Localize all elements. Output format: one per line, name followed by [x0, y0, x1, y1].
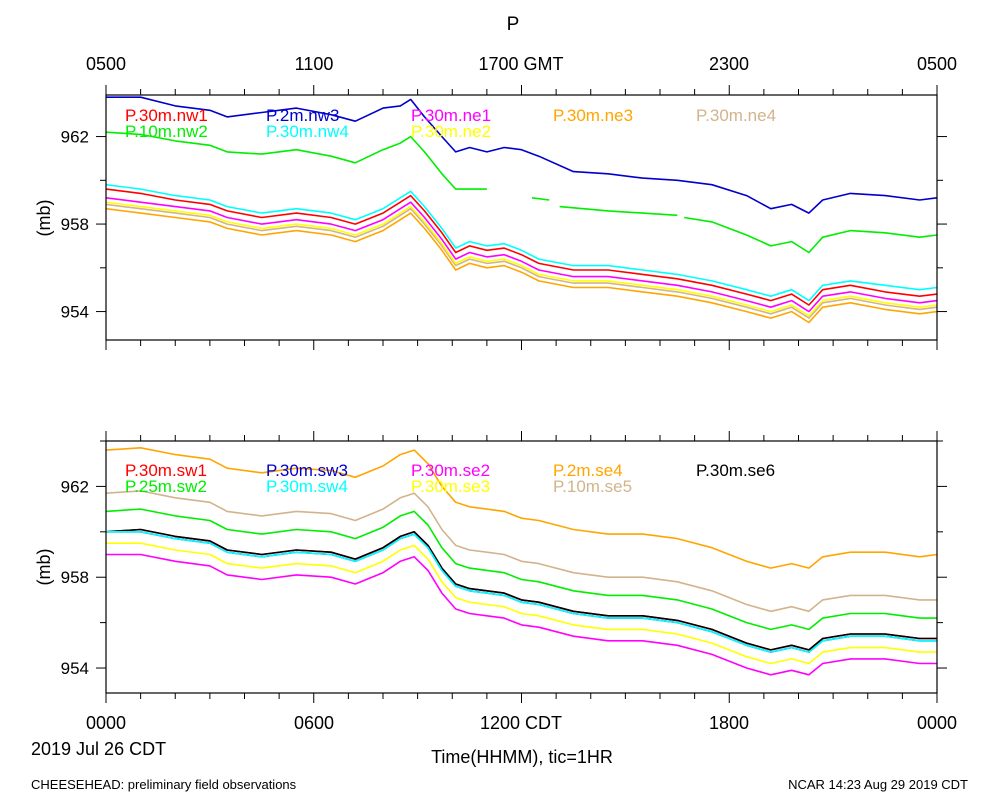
upper-plot-frame: [105, 94, 938, 341]
bottom-tick-label: 0000: [86, 713, 126, 733]
bottom-tick-label: 1200 CDT: [480, 713, 562, 733]
y-tick-label: 962: [61, 477, 89, 496]
y-tick-label: 958: [61, 215, 89, 234]
series-line-P-30m-se3: [106, 542, 937, 665]
series-line-P-30m-sw4: [106, 531, 937, 653]
y-tick-label: 962: [61, 128, 89, 147]
series-line-P-30m-se6: [105, 528, 937, 651]
bottom-axis: 0000 0600 1200 CDT 1800 0000 2019 Jul 26…: [31, 713, 957, 767]
legend-P-10m-se5: P.10m.se5: [553, 477, 632, 496]
upper-ylabel: (mb): [34, 200, 54, 237]
series-line-P-10m-se5: [105, 490, 937, 613]
series-line-P-30m-ne2: [105, 201, 938, 317]
series-line-P-2m-se4: [105, 447, 938, 569]
bottom-tick-label: 0000: [917, 713, 957, 733]
series-line-P-30m-sw1: [105, 528, 937, 651]
y-tick-label: 954: [61, 303, 89, 322]
upper-ytick-labels: 954 958 962: [61, 128, 89, 322]
series-line-P-30m-ne4: [105, 203, 938, 319]
lower-ylabel: (mb): [34, 549, 54, 586]
legend-P-30m-ne1: P.30m.ne1: [411, 106, 491, 125]
series-line-P-30m-se2: [106, 553, 937, 676]
series-line-P-30m-nw1: [105, 188, 938, 306]
legend-P-25m-sw2: P.25m.sw2: [125, 477, 207, 496]
legend-P-10m-nw2: P.10m.nw2: [125, 122, 208, 141]
legend-P-30m-nw1: P.30m.nw1: [125, 106, 208, 125]
top-tick-label: 0500: [86, 54, 126, 74]
legend-P-2m-se4: P.2m.se4: [553, 461, 623, 480]
footer-source: CHEESEHEAD: preliminary field observatio…: [31, 777, 297, 792]
legend-P-30m-se6: P.30m.se6: [696, 461, 775, 480]
series-line-P-30m-ne1: [105, 197, 938, 313]
bottom-tick-label: 1800: [709, 713, 749, 733]
legend-P-30m-se3: P.30m.se3: [411, 477, 490, 496]
upper-panel: 954 958 962 (mb) P.30m.nw1 P.2m.nw3 P.30m.ne…: [34, 85, 947, 350]
lower-series-lines: [105, 447, 938, 676]
legend-P-30m-ne3: P.30m.ne3: [553, 106, 633, 125]
lower-plot-frame: [105, 440, 938, 694]
bottom-tick-label: 0600: [294, 713, 334, 733]
top-tick-label: 1700 GMT: [478, 54, 563, 74]
legend-P-30m-sw1: P.30m.sw1: [125, 461, 207, 480]
legend-P-30m-ne2: P.30m.ne2: [411, 122, 491, 141]
upper-legend: P.30m.nw1 P.2m.nw3 P.30m.ne1 P.30m.ne3 P.30m…: [125, 106, 776, 141]
series-line-P-30m-ne3: [105, 207, 938, 324]
legend-P-30m-nw4: P.30m.nw4: [266, 122, 349, 141]
top-tick-label: 1100: [295, 54, 334, 74]
upper-ticks: [96, 85, 947, 350]
footer-timestamp: NCAR 14:23 Aug 29 2019 CDT: [788, 777, 968, 792]
legend-P-30m-sw3: P.30m.sw3: [266, 461, 348, 480]
x-axis-label: Time(HHMM), tic=1HR: [431, 747, 613, 767]
legend-P-2m-nw3: P.2m.nw3: [266, 106, 339, 125]
lower-ticks: [96, 431, 947, 703]
top-tick-label: 0500: [917, 54, 957, 74]
upper-series-lines: [105, 96, 938, 324]
chart-title: P: [507, 14, 520, 35]
legend-P-30m-ne4: P.30m.ne4: [696, 106, 776, 125]
legend-P-30m-se2: P.30m.se2: [411, 461, 490, 480]
series-line-P-10m-nw2: [105, 131, 938, 254]
top-axis: 0500 1100 1700 GMT 2300 0500: [86, 54, 957, 74]
lower-ytick-labels: 954 958 962: [61, 477, 89, 678]
series-line-P-25m-sw2: [105, 508, 937, 631]
series-line-P-30m-nw4: [105, 183, 938, 302]
y-tick-label: 958: [61, 568, 89, 587]
date-label: 2019 Jul 26 CDT: [31, 739, 166, 759]
legend-P-30m-sw4: P.30m.sw4: [266, 477, 348, 496]
lower-legend: P.30m.sw1 P.30m.sw3 P.30m.se2 P.2m.se4 P.30m…: [125, 461, 775, 496]
top-tick-label: 2300: [709, 54, 749, 74]
y-tick-label: 954: [61, 659, 89, 678]
series-line-P-2m-nw3: [106, 96, 938, 214]
